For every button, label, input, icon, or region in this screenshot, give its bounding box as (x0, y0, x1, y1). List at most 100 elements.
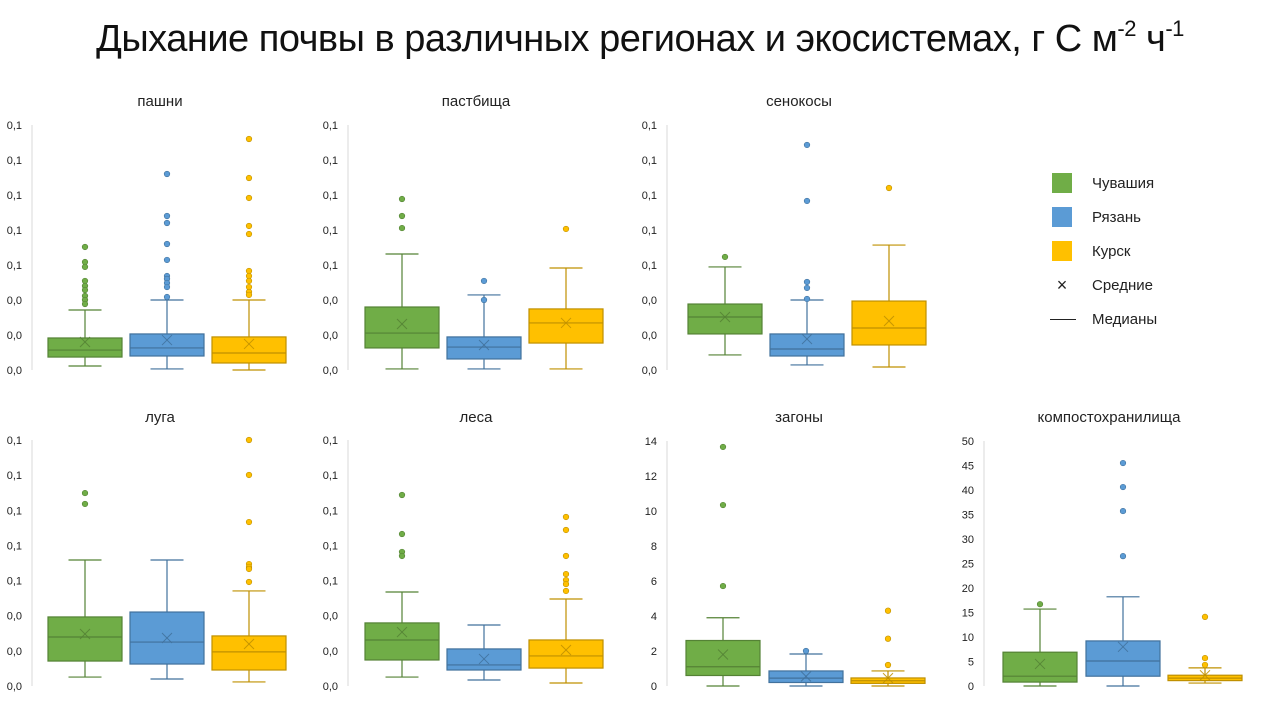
mean-marker (79, 336, 91, 348)
y-tick-label: 0,1 (642, 155, 657, 167)
outlier-point (803, 284, 811, 292)
y-tick-label: 0,0 (323, 646, 338, 658)
y-tick-label: 0,1 (323, 505, 338, 517)
y-tick-label: 0,1 (7, 505, 22, 517)
y-tick-label: 12 (645, 471, 657, 483)
y-tick-label: 0 (968, 681, 974, 693)
outlier-point (802, 647, 810, 655)
outlier-point (81, 263, 89, 271)
mean-marker (1034, 658, 1046, 670)
box-iqr (211, 635, 287, 671)
box-iqr (1002, 651, 1078, 683)
outlier-point (245, 230, 253, 238)
page-title: Дыхание почвы в различных регионах и эко… (0, 16, 1280, 61)
y-tick-label: 0,0 (7, 365, 22, 377)
y-tick-label: 8 (651, 541, 657, 553)
title-text: Дыхание почвы в различных регионах и эко… (96, 18, 1118, 60)
outlier-point (163, 212, 171, 220)
panel-title: загоны (775, 409, 823, 426)
legend-swatch-kursk (1052, 241, 1072, 261)
outlier-point (245, 194, 253, 202)
box-iqr (446, 336, 522, 360)
mean-marker (883, 315, 895, 327)
box-iqr (364, 622, 440, 661)
y-tick-label: 0,1 (7, 470, 22, 482)
median-line-icon (1050, 309, 1076, 329)
outlier-point (245, 518, 253, 526)
outlier-point (81, 277, 89, 285)
box-iqr (851, 300, 927, 346)
y-tick-label: 0,1 (7, 190, 22, 202)
outlier-point (81, 286, 89, 294)
y-tick-label: 20 (962, 583, 974, 595)
box-iqr (211, 336, 287, 364)
y-tick-label: 0,1 (323, 435, 338, 447)
outlier-point (163, 293, 171, 301)
outlier-point (1201, 654, 1209, 662)
panel-title: пастбища (442, 93, 511, 110)
outlier-point (81, 489, 89, 497)
title-sup-1: -2 (1117, 16, 1136, 41)
legend-label: Чувашия (1092, 174, 1155, 192)
y-tick-label: 0,1 (323, 120, 338, 132)
legend-item-ryazan: Рязань (1050, 200, 1157, 234)
y-tick-label: 35 (962, 510, 974, 522)
outlier-point (245, 291, 253, 299)
box-iqr (685, 639, 761, 677)
y-tick-label: 0,1 (323, 225, 338, 237)
y-tick-label: 0,1 (7, 576, 22, 588)
outlier-point (480, 296, 488, 304)
y-tick-label: 0,0 (323, 365, 338, 377)
mean-marker (478, 339, 490, 351)
outlier-point (562, 587, 570, 595)
y-tick-label: 0,1 (7, 225, 22, 237)
legend-item-kursk: Курск (1050, 234, 1157, 268)
outlier-point (245, 174, 253, 182)
y-tick-label: 0,1 (323, 155, 338, 167)
outlier-point (245, 565, 253, 573)
y-tick-label: 4 (651, 611, 657, 623)
outlier-point (562, 580, 570, 588)
y-tick-label: 0 (651, 681, 657, 693)
outlier-point (719, 582, 727, 590)
mean-marker (560, 317, 572, 329)
y-tick-label: 0,0 (323, 681, 338, 693)
y-tick-label: 6 (651, 576, 657, 588)
y-tick-label: 30 (962, 534, 974, 546)
y-tick-label: 0,0 (323, 611, 338, 623)
mean-marker (801, 333, 813, 345)
outlier-point (398, 212, 406, 220)
y-tick-label: 14 (645, 436, 657, 448)
mean-marker (161, 632, 173, 644)
y-tick-label: 50 (962, 436, 974, 448)
outlier-point (721, 253, 729, 261)
outlier-point (163, 283, 171, 291)
box-iqr (769, 333, 845, 357)
mean-marker (560, 644, 572, 656)
outlier-point (1036, 601, 1044, 608)
y-tick-label: 0,1 (323, 260, 338, 272)
outlier-point (163, 219, 171, 227)
mean-marker (717, 649, 729, 660)
mean-marker (161, 334, 173, 346)
outlier-point (884, 661, 892, 669)
box-iqr (129, 333, 205, 357)
panel-title: луга (145, 409, 175, 426)
legend-label: Рязань (1092, 208, 1141, 226)
mean-marker (396, 318, 408, 330)
y-tick-label: 0,1 (7, 120, 22, 132)
y-tick-label: 0,1 (7, 435, 22, 447)
y-tick-label: 0,0 (323, 330, 338, 342)
outlier-point (245, 277, 253, 285)
legend: Чувашия Рязань Курск × Средние Медианы (1050, 166, 1157, 336)
y-tick-label: 0,0 (642, 295, 657, 307)
mean-marker (478, 653, 490, 665)
outlier-point (163, 170, 171, 178)
legend-item-means: × Средние (1050, 268, 1157, 302)
legend-label: Средние (1092, 276, 1153, 294)
y-tick-label: 0,0 (7, 646, 22, 658)
outlier-point (562, 570, 570, 578)
outlier-point (163, 256, 171, 264)
outlier-point (163, 240, 171, 248)
box-iqr (528, 639, 604, 669)
